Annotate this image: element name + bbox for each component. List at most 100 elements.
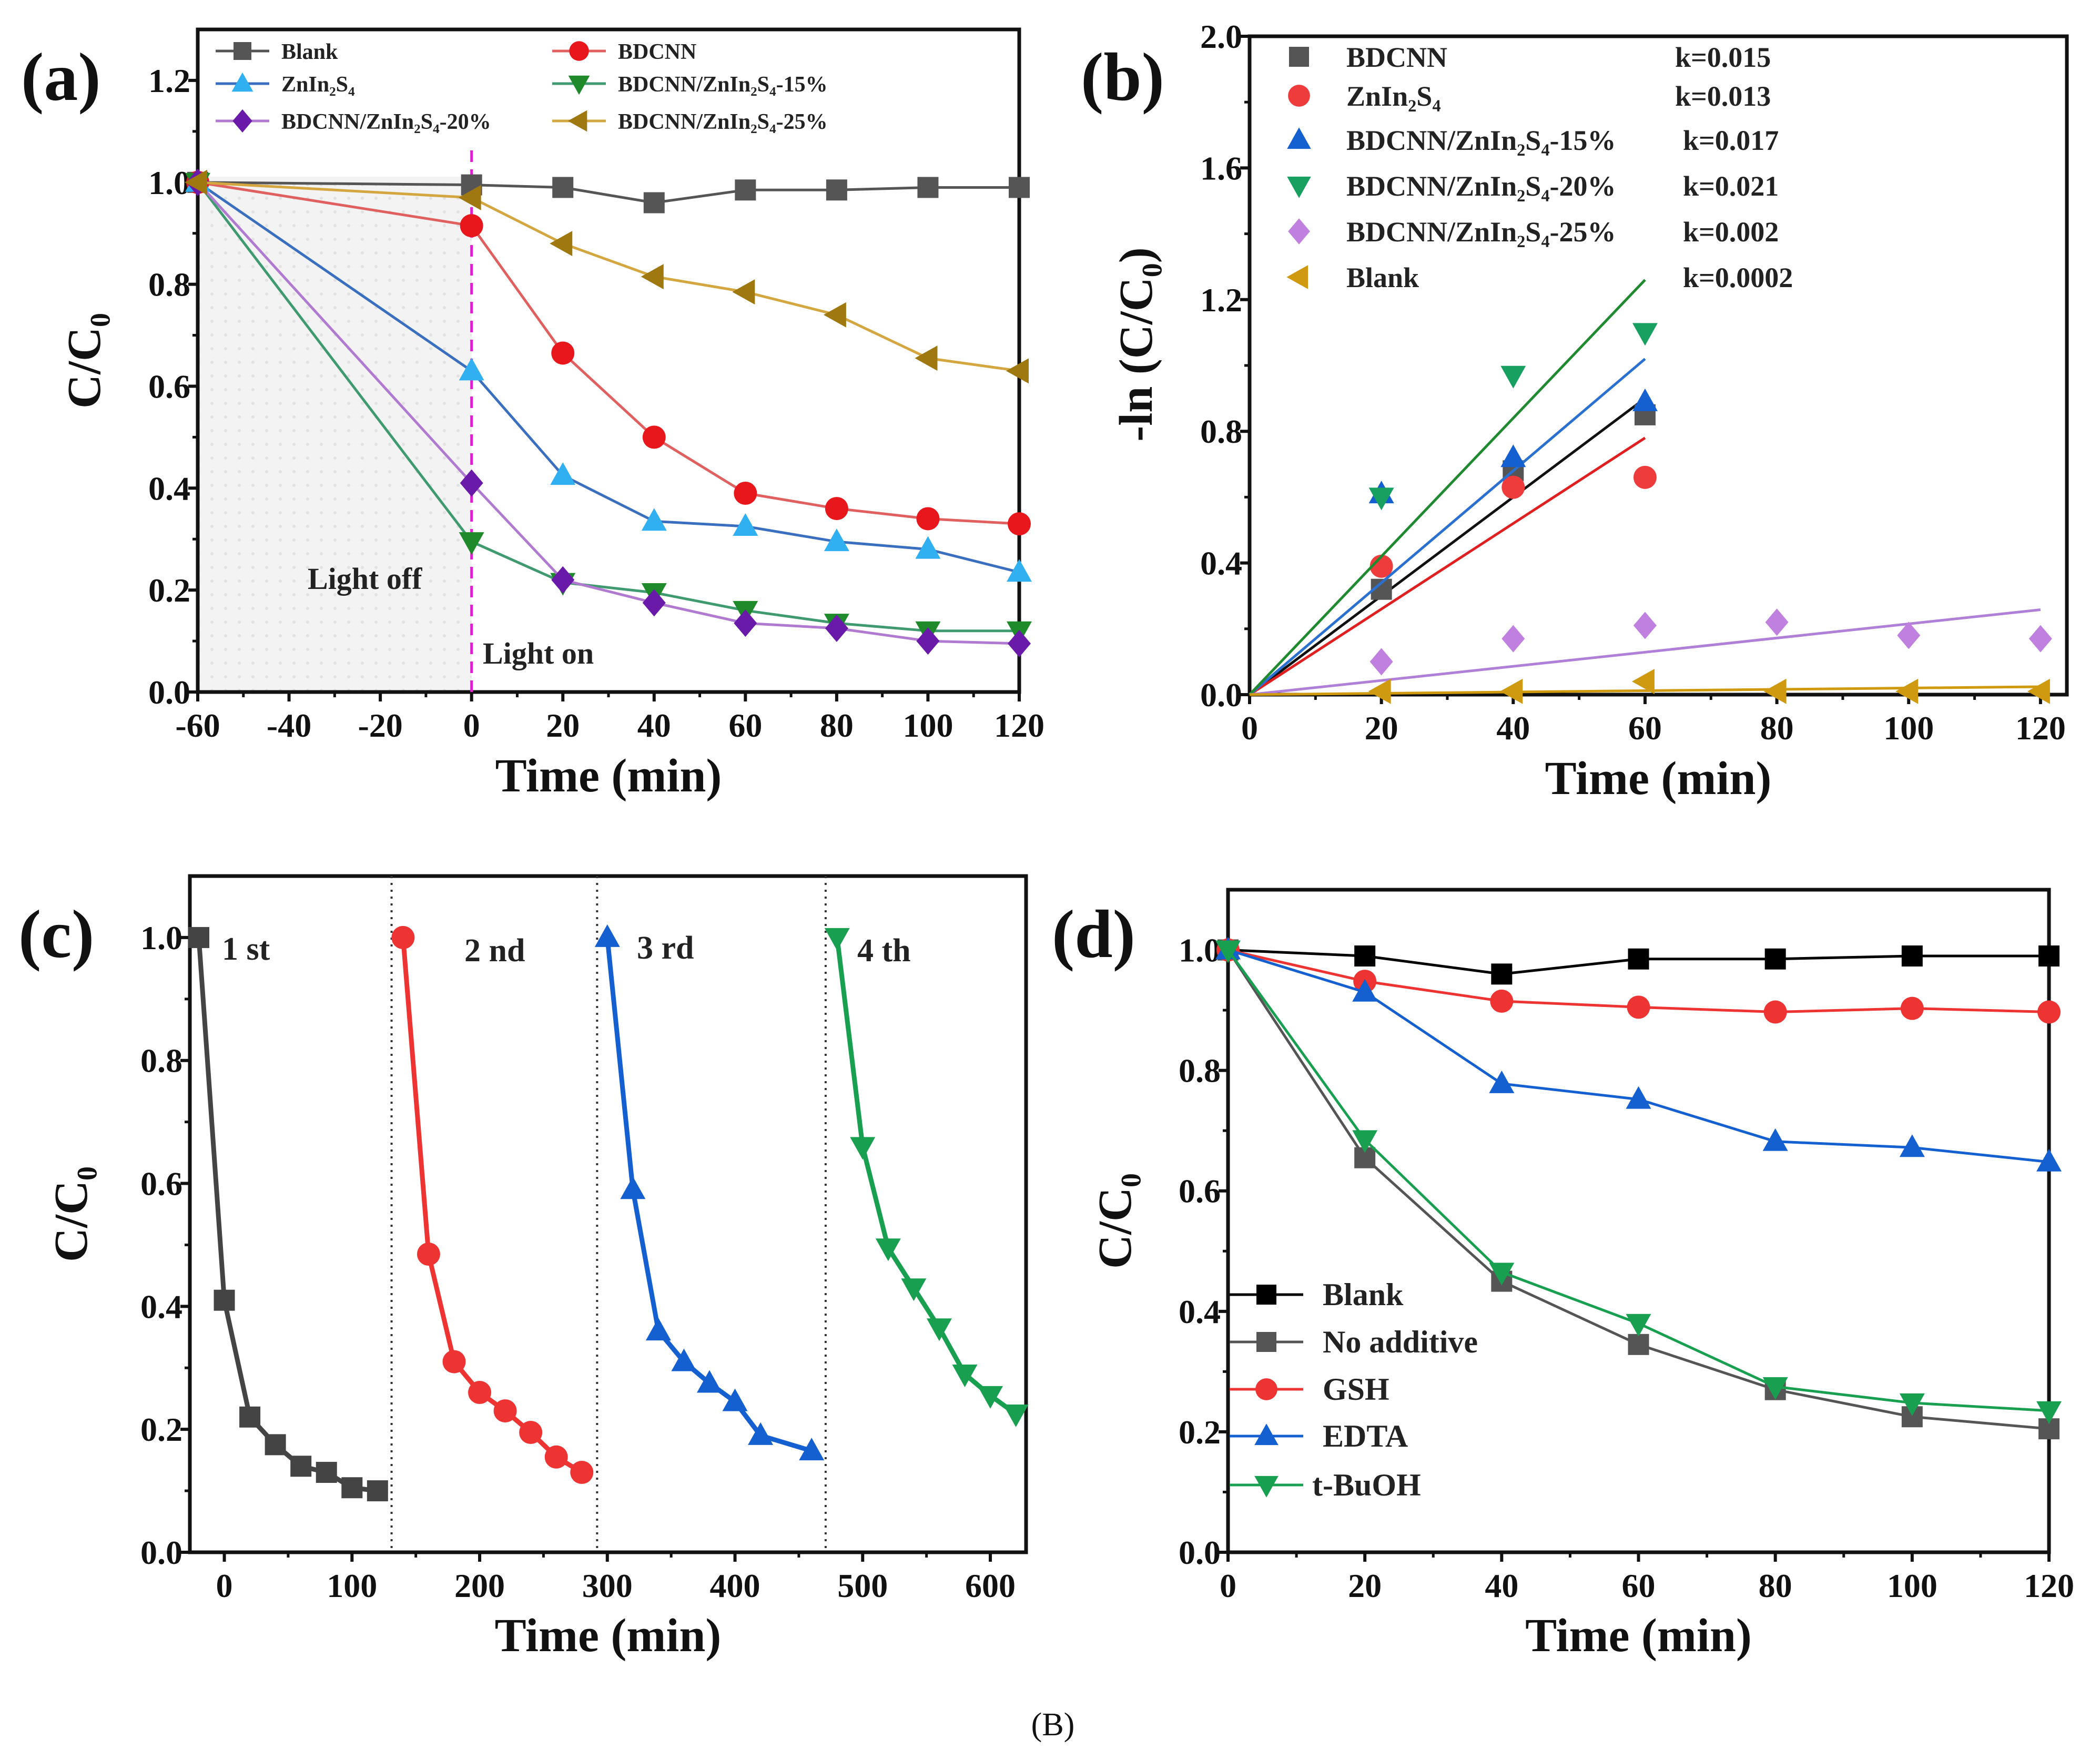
- legend-entry: BDCNN/ZnIn₂S₄-25%: [552, 110, 828, 134]
- data-point: [734, 482, 757, 505]
- legend-label: BDCNN/ZnIn₂S₄-20%: [281, 110, 491, 134]
- data-point: [551, 341, 575, 365]
- data-point: [1368, 678, 1391, 704]
- y-tick-label: 1.2: [148, 62, 190, 99]
- data-point: [1631, 668, 1655, 694]
- data-point: [2036, 1401, 2062, 1424]
- legend-marker: [1286, 265, 1308, 289]
- data-point: [926, 1318, 952, 1341]
- data-point: [188, 927, 209, 948]
- legend-entry: BDCNN/ZnIn₂S₄-15%: [552, 73, 828, 97]
- legend-k-value: k=0.013: [1675, 80, 1771, 112]
- x-tick-label: 400: [710, 1567, 760, 1604]
- data-point: [875, 1238, 901, 1261]
- data-point: [1489, 1263, 1515, 1286]
- data-point: [551, 566, 575, 594]
- data-point: [316, 1462, 337, 1483]
- x-tick-label: 500: [837, 1567, 888, 1604]
- legend-marker: [1256, 1332, 1276, 1352]
- y-tick-label: 1.0: [140, 919, 182, 957]
- y-tick-label: 0.4: [148, 470, 190, 507]
- data-point: [214, 1289, 235, 1311]
- legend-marker: [568, 75, 590, 95]
- y-tick-label: 0.6: [148, 368, 190, 405]
- x-tick-label: 40: [637, 707, 671, 744]
- data-point: [550, 462, 576, 485]
- x-tick-label: 120: [994, 707, 1044, 744]
- legend-label: BDCNN/ZnIn₂S₄-25%: [1346, 216, 1616, 248]
- x-tick-label: 60: [1622, 1567, 1656, 1604]
- data-point: [1354, 945, 1376, 966]
- legend-label: BDCNN/ZnIn₂S₄-25%: [618, 110, 828, 134]
- data-point: [824, 928, 850, 951]
- data-point: [1491, 963, 1513, 985]
- data-point: [1008, 629, 1031, 657]
- series-3: [824, 928, 1029, 1427]
- plot-frame: [188, 874, 1028, 1554]
- series-0: [1218, 939, 2060, 985]
- data-point: [825, 614, 848, 642]
- cycle-label: 2 nd: [464, 933, 525, 969]
- x-tick-label: -60: [175, 707, 220, 744]
- data-point: [1901, 945, 1923, 966]
- data-point: [1764, 948, 1786, 970]
- legend-entry: BDCNN/ZnIn₂S₄-15% k=0.017: [1287, 125, 1779, 156]
- legend-entry: EDTA: [1230, 1419, 1408, 1453]
- data-point: [1895, 678, 1919, 704]
- panel-b: 0 20 40 60 80 100 120 0.0 0.4 0.8 1.2 1.6 2.0 Time (m…: [1081, 18, 2069, 805]
- data-point: [1008, 512, 1031, 536]
- panel-label: (b): [1081, 39, 1164, 115]
- x-tick-label: 120: [2024, 1567, 2074, 1604]
- y-tick-label: 0.8: [1179, 1052, 1221, 1090]
- legend-label: EDTA: [1323, 1419, 1408, 1453]
- series-1: [391, 925, 594, 1484]
- y-axis-title: C/C₀: [58, 313, 110, 409]
- legend-label: BDCNN: [1346, 42, 1447, 73]
- data-point: [2037, 1000, 2061, 1024]
- legend-label: BDCNN/ZnIn₂S₄-15%: [618, 73, 828, 97]
- series-line: [400, 937, 583, 1474]
- data-point: [2036, 1148, 2062, 1172]
- data-point: [458, 185, 481, 210]
- data-point: [1763, 678, 1787, 704]
- x-tick-label: 0: [1241, 709, 1258, 747]
- data-point: [185, 169, 207, 195]
- series-line: [197, 181, 1019, 633]
- data-point: [1489, 1070, 1515, 1093]
- panel-c: 0 100 200 300 400 500 600 0.0 0.2 0.4 0.6 0.8 1.0 Tim…: [18, 874, 1029, 1662]
- x-tick-label: 100: [1883, 709, 1934, 747]
- legend-marker: [232, 109, 252, 133]
- y-tick-label: 0.4: [140, 1288, 182, 1325]
- series-3: [1249, 279, 1658, 696]
- y-tick-label: 1.2: [1200, 281, 1242, 319]
- data-point: [978, 1386, 1003, 1409]
- y-tick-label: 0.6: [1179, 1173, 1221, 1210]
- data-point: [1500, 365, 1526, 389]
- series-0: [187, 171, 1030, 213]
- legend-k-value: k=0.0002: [1683, 262, 1793, 293]
- x-tick-label: 80: [820, 707, 854, 744]
- data-point: [733, 513, 758, 536]
- series-0: [188, 927, 388, 1502]
- legend-label: ZnIn₂S₄: [281, 73, 355, 97]
- series-line: [835, 937, 1018, 1416]
- legend-k-value: k=0.002: [1683, 216, 1779, 248]
- legend-k-value: k=0.021: [1683, 170, 1779, 202]
- x-tick-label: 0: [216, 1567, 233, 1604]
- data-point: [1007, 559, 1032, 582]
- data-point: [1632, 323, 1658, 346]
- series-line: [197, 181, 1020, 372]
- x-tick-label: 20: [1365, 709, 1398, 747]
- legend-entry: ZnIn₂S₄ k=0.013: [1288, 80, 1771, 112]
- panel-label: (d): [1052, 897, 1135, 972]
- legend-k-value: k=0.017: [1683, 125, 1779, 156]
- legend-label: Blank: [1346, 262, 1419, 293]
- series-line: [1227, 949, 2050, 1164]
- data-point: [1628, 1334, 1649, 1355]
- data-point: [824, 528, 849, 552]
- x-axis-title: Time (min): [1545, 752, 1772, 805]
- data-point: [642, 589, 666, 617]
- data-point: [265, 1434, 286, 1456]
- figure-caption: (B): [1031, 1707, 1075, 1743]
- data-point: [459, 358, 484, 381]
